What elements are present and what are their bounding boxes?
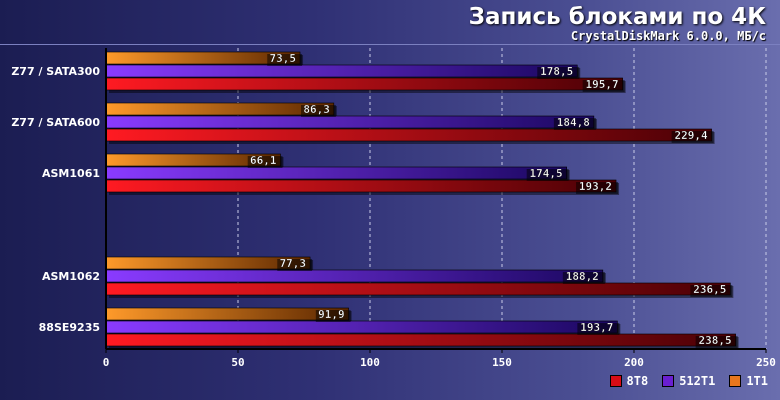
- data-labels: Z77 / SATA300 73,5 178,5 195,7 Z77 / SATA600…: [11, 52, 738, 348]
- legend-swatch: [662, 375, 675, 387]
- grid-lines: [237, 48, 767, 349]
- legend-label: 8T8: [626, 374, 649, 388]
- data-label-shadow: [553, 118, 596, 130]
- data-label: 77,3: [280, 257, 307, 270]
- data-label: 174,5: [530, 167, 563, 180]
- data-label: 86,3: [303, 103, 330, 116]
- data-label: 229,4: [674, 129, 707, 142]
- bar-512t1: [105, 115, 595, 129]
- data-label: 238,5: [699, 334, 732, 347]
- legend-label: 1T1: [746, 374, 768, 388]
- data-label: 91,9: [318, 308, 345, 321]
- data-label-shadow: [526, 169, 569, 181]
- data-label-shadow: [267, 54, 303, 66]
- bar-8t8: [105, 282, 731, 296]
- x-tick-label: 50: [231, 356, 244, 369]
- data-label: 193,2: [579, 180, 612, 193]
- x-tick-label: 150: [492, 356, 512, 369]
- data-label-shadow: [247, 156, 283, 168]
- chart-subtitle: CrystalDiskMark 6.0.0, МБ/с: [570, 29, 766, 43]
- data-label-shadow: [301, 105, 336, 117]
- data-label-shadow: [537, 67, 580, 79]
- legend-item-8t8: 8T8: [609, 374, 649, 388]
- bar-512t1: [105, 64, 578, 78]
- data-label: 188,2: [566, 270, 599, 283]
- legend-item-512t1: 512T1: [662, 374, 715, 388]
- chart-title: Запись блоками по 4К: [468, 4, 766, 30]
- data-label-shadow: [315, 310, 351, 322]
- bar-8t8: [105, 77, 623, 91]
- category-label: 88SE9235: [39, 321, 100, 334]
- bars: [105, 51, 739, 349]
- data-label: 73,5: [270, 52, 297, 65]
- bar-8t8: [105, 333, 736, 347]
- x-tick-label: 100: [360, 356, 380, 369]
- category-label: Z77 / SATA300: [11, 65, 100, 78]
- bar-512t1: [105, 166, 567, 180]
- data-label-shadow: [277, 259, 313, 271]
- legend: 8T8 512T1 1T1: [609, 374, 768, 388]
- legend-swatch: [609, 375, 622, 387]
- data-label: 195,7: [586, 78, 619, 91]
- data-label: 178,5: [540, 65, 573, 78]
- x-tick-label: 0: [103, 356, 110, 369]
- bar-1t1: [105, 307, 349, 321]
- data-label: 184,8: [557, 116, 590, 129]
- header-divider: [0, 44, 780, 45]
- bar-8t8: [105, 128, 712, 142]
- data-label-shadow: [690, 285, 733, 297]
- data-label: 236,5: [693, 283, 726, 296]
- data-label-shadow: [576, 182, 619, 194]
- axes: 0 50 100 150 200 250: [103, 48, 776, 369]
- bar-8t8: [105, 179, 617, 193]
- data-label-shadow: [695, 336, 738, 348]
- legend-swatch: [729, 375, 742, 387]
- data-label-shadow: [562, 272, 605, 284]
- legend-label: 512T1: [679, 374, 716, 388]
- data-label-shadow: [577, 323, 620, 335]
- bar-512t1: [105, 320, 618, 334]
- bar-512t1: [105, 269, 604, 283]
- category-label: ASM1061: [42, 167, 100, 180]
- data-label-shadow: [582, 80, 625, 92]
- category-label: ASM1062: [42, 270, 100, 283]
- category-label: Z77 / SATA600: [11, 116, 100, 129]
- x-tick-label: 250: [756, 356, 776, 369]
- data-label: 66,1: [250, 154, 277, 167]
- x-tick-label: 200: [624, 356, 644, 369]
- data-label-shadow: [671, 131, 714, 143]
- data-label: 193,7: [580, 321, 613, 334]
- legend-item-1t1: 1T1: [729, 374, 768, 388]
